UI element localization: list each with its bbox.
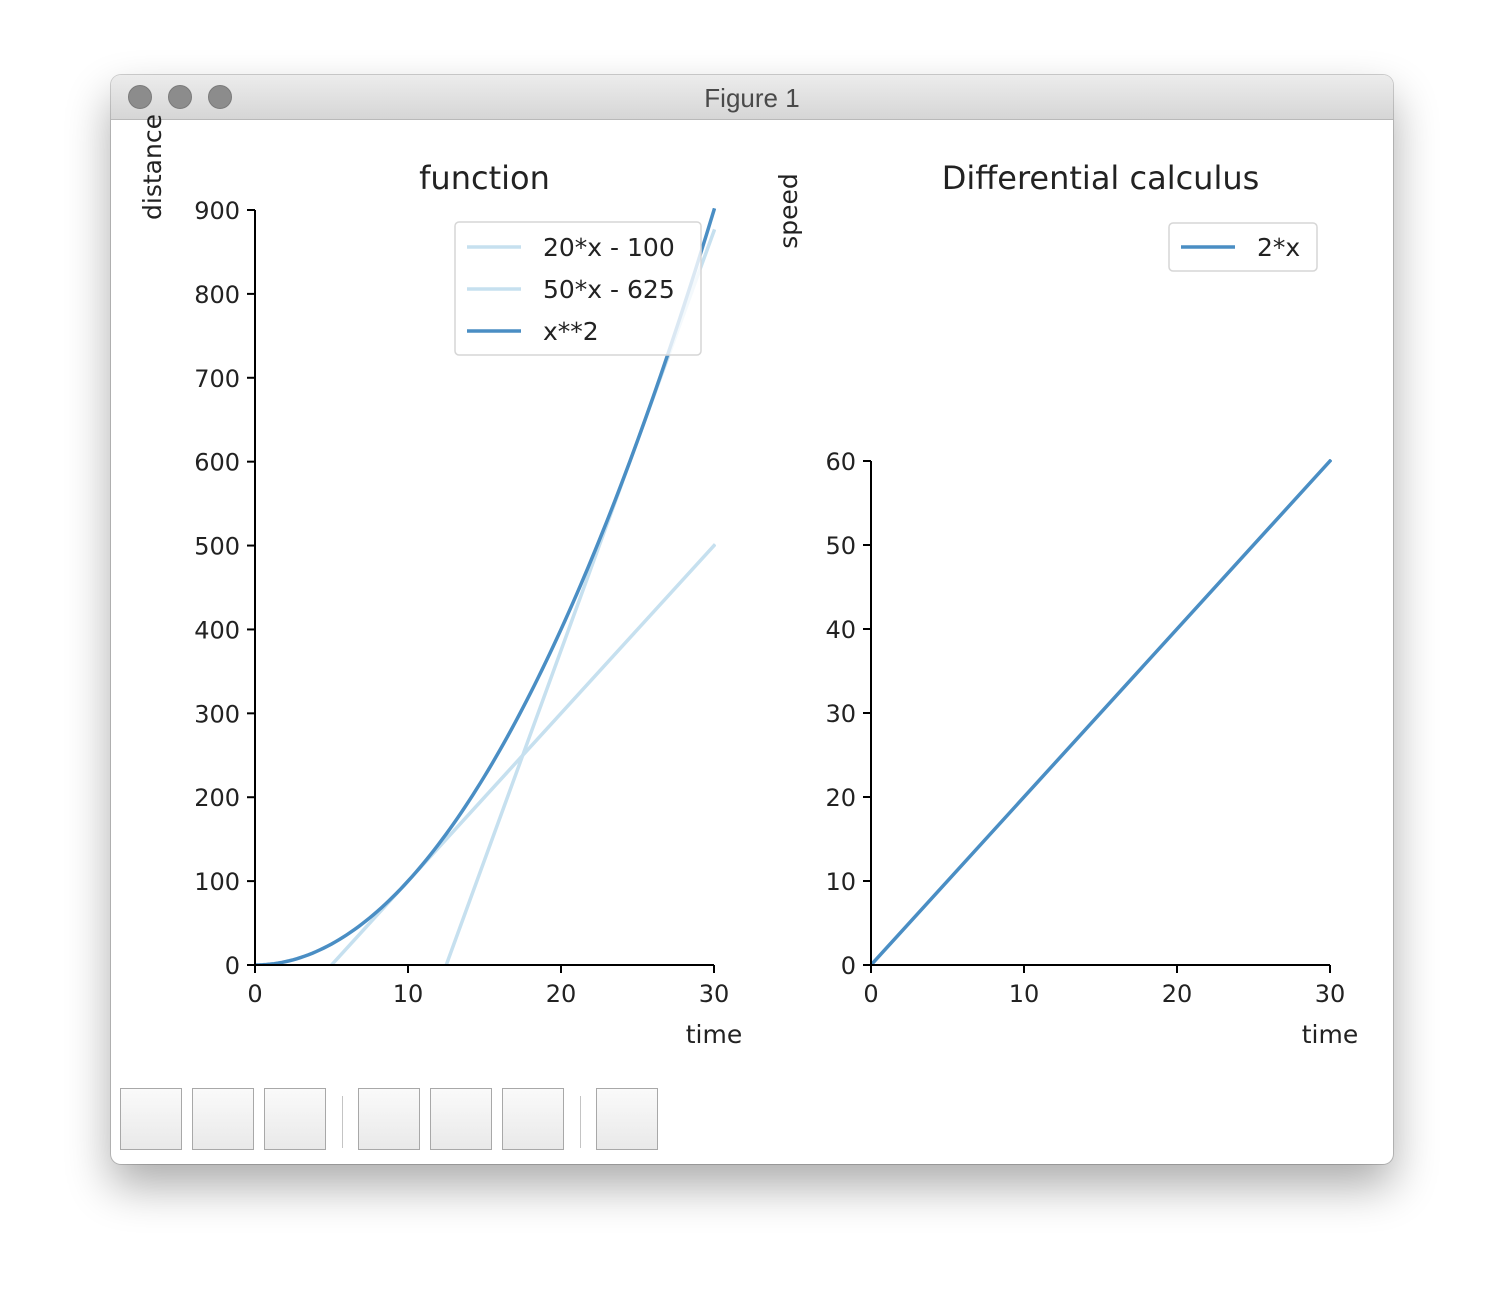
pan-button[interactable] (358, 1088, 420, 1150)
figure-canvas: functiondistancetime01002003004005006007… (138, 114, 1358, 1049)
chart-title: Differential calculus (942, 159, 1260, 197)
y-axis-label: distance (138, 114, 167, 220)
legend-label: 20*x - 100 (543, 233, 675, 262)
subplots-button[interactable] (502, 1088, 564, 1150)
close-window-button[interactable] (128, 85, 152, 109)
y-tick-label: 10 (825, 868, 856, 896)
y-tick-label: 700 (194, 365, 240, 393)
legend-label: 2*x (1257, 233, 1300, 262)
y-tick-label: 300 (194, 700, 240, 728)
legend-label: 50*x - 625 (543, 275, 675, 304)
chart-title: function (419, 159, 550, 197)
x-axis-label: time (1302, 1020, 1358, 1049)
zoom-button[interactable] (430, 1088, 492, 1150)
save-button[interactable] (596, 1088, 658, 1150)
legend-label: x**2 (543, 317, 599, 346)
legend: 20*x - 100 50*x - 625 x**2 (454, 221, 702, 356)
x-tick-label: 0 (247, 980, 262, 1008)
series-line-1 (871, 459, 1332, 966)
forward-button[interactable] (264, 1088, 326, 1150)
toolbar-separator (580, 1096, 581, 1148)
x-tick-label: 10 (1009, 980, 1040, 1008)
home-button[interactable] (120, 1088, 182, 1150)
y-tick-label: 50 (825, 532, 856, 560)
y-tick-label: 800 (194, 281, 240, 309)
y-tick-label: 60 (825, 448, 856, 476)
y-tick-label: 500 (194, 533, 240, 561)
back-button[interactable] (192, 1088, 254, 1150)
y-tick-label: 200 (194, 784, 240, 812)
plot-panel-1: functiondistancetime01002003004005006007… (138, 114, 742, 1049)
plot-panel-2: Differential calculus speed time 0 10 20 30 40 5… (774, 159, 1358, 1049)
series-line-3 (255, 208, 716, 966)
x-tick-label: 30 (1315, 980, 1346, 1008)
y-tick-label: 400 (194, 616, 240, 644)
y-axis-label: speed (774, 173, 803, 249)
y-tick-label: 100 (194, 868, 240, 896)
x-tick-label: 0 (863, 980, 878, 1008)
minimize-window-button[interactable] (168, 85, 192, 109)
y-tick-label: 30 (825, 700, 856, 728)
y-tick-label: 40 (825, 616, 856, 644)
y-tick-label: 0 (841, 952, 856, 980)
x-tick-label: 30 (699, 980, 730, 1008)
y-tick-label: 600 (194, 449, 240, 477)
legend-box (1168, 222, 1318, 272)
zoom-window-button[interactable] (208, 85, 232, 109)
y-tick-label: 900 (194, 197, 240, 225)
legend: 2*x (1168, 222, 1318, 272)
title-bar: Figure 1 (111, 75, 1393, 120)
window-title: Figure 1 (704, 83, 800, 113)
figure-window: Figure 1 function distance time 0 100 200 300 4… (111, 75, 1393, 1164)
x-tick-label: 20 (1162, 980, 1193, 1008)
x-tick-label: 20 (546, 980, 577, 1008)
x-axis-label: time (686, 1020, 742, 1049)
y-tick-label: 0 (225, 952, 240, 980)
toolbar-separator (342, 1096, 343, 1148)
x-tick-label: 10 (393, 980, 424, 1008)
y-tick-label: 20 (825, 784, 856, 812)
legend-box (454, 221, 702, 356)
